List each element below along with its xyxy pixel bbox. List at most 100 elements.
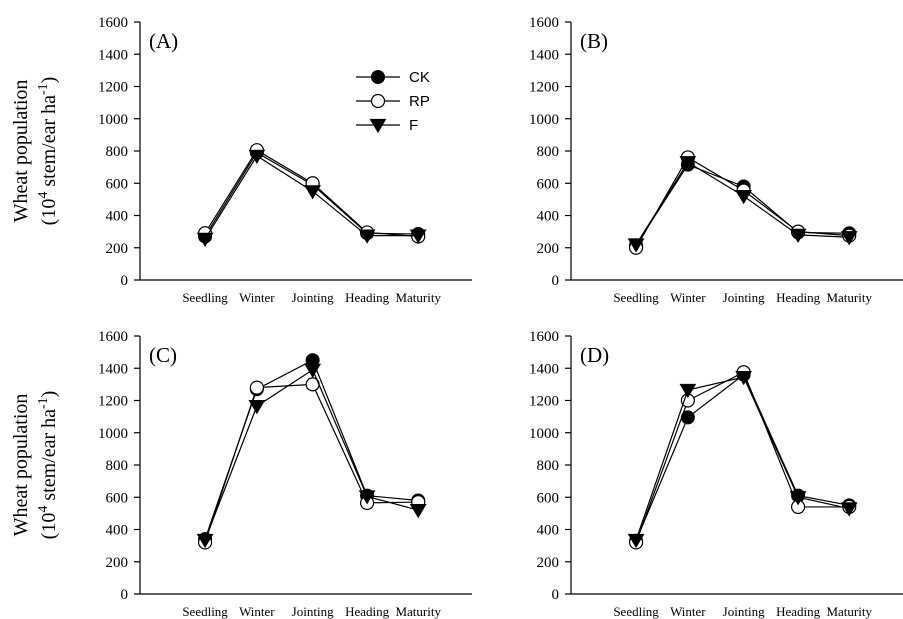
y-tick-label: 1600 (98, 15, 128, 31)
y-tick-label: 1600 (98, 329, 128, 345)
y-axis-title: Wheat population (104 stem/ear ha-1) (10, 391, 60, 540)
data-point (627, 238, 645, 253)
y-tick-label: 400 (106, 523, 129, 539)
x-tick-label: Seedling (182, 604, 228, 619)
data-point (304, 363, 322, 378)
series-ck (629, 367, 857, 548)
y-tick-label: 600 (537, 176, 560, 192)
series-line (204, 383, 419, 543)
x-tick-label: Maturity (826, 290, 872, 305)
x-tick-label: Winter (239, 290, 275, 305)
y-axis-title: Wheat population (104 stem/ear ha-1) (10, 77, 60, 226)
legend-entry-f: F (356, 117, 418, 134)
series-f (627, 370, 858, 549)
data-point (196, 533, 214, 549)
data-point (679, 156, 697, 171)
data-point (679, 383, 697, 399)
panel-label: (B) (580, 29, 608, 53)
y-title-superscript: 4 (36, 192, 51, 199)
y-tick-label: 1200 (529, 394, 559, 410)
y-tick-label: 1200 (98, 80, 128, 96)
x-tick-label: Heading (345, 604, 390, 619)
y-axis-titles: Wheat population (104 stem/ear ha-1)Wheat… (10, 77, 60, 540)
y-axis-title-line1: Wheat population (10, 80, 32, 223)
y-axis-title-line1: Wheat population (10, 394, 32, 537)
y-tick-label: 800 (537, 458, 560, 474)
y-title-text: (10 (38, 199, 60, 226)
y-tick-label: 1400 (529, 361, 559, 377)
data-point (304, 185, 322, 200)
series-line (204, 368, 419, 541)
series-line (635, 371, 850, 543)
data-point (735, 190, 753, 205)
legend-label: RP (409, 93, 430, 110)
series-rp (628, 365, 857, 550)
y-tick-label: 1400 (98, 47, 128, 63)
y-tick-label: 800 (537, 144, 560, 160)
y-tick-label: 1000 (529, 426, 559, 442)
y-tick-label: 1200 (98, 394, 128, 410)
legend-entry-ck: CK (356, 69, 430, 86)
series-f (627, 156, 858, 253)
y-title-text: ) (38, 391, 60, 398)
y-tick-label: 0 (121, 587, 129, 603)
y-tick-label: 1000 (98, 426, 128, 442)
y-tick-label: 200 (106, 555, 129, 571)
y-tick-label: 1400 (529, 47, 559, 63)
y-title-text: (10 (38, 513, 60, 540)
y-tick-label: 600 (106, 490, 129, 506)
x-tick-label: Seedling (182, 290, 228, 305)
series-line (635, 156, 850, 249)
legend-marker (371, 70, 385, 84)
y-axis-title-line2: (104 stem/ear ha-1) (36, 391, 60, 540)
y-tick-label: 200 (537, 555, 560, 571)
data-point (409, 229, 427, 244)
legend-entry-rp: RP (356, 93, 430, 110)
data-point (789, 228, 807, 243)
y-tick-label: 0 (121, 273, 129, 289)
y-tick-label: 1000 (529, 112, 559, 128)
x-tick-label: Winter (239, 604, 275, 619)
legend-label: CK (409, 69, 430, 86)
series-f (196, 363, 427, 549)
x-tick-label: Jointing (292, 604, 334, 619)
y-tick-label: 600 (537, 490, 560, 506)
y-title-superscript: -1 (36, 397, 51, 409)
legend-label: F (409, 117, 418, 134)
y-tick-label: 400 (106, 209, 129, 225)
series-f (196, 149, 427, 247)
data-point (358, 490, 376, 505)
data-point (627, 533, 645, 549)
data-point (196, 232, 214, 247)
x-tick-label: Maturity (395, 604, 441, 619)
data-point (840, 231, 858, 246)
x-tick-label: Winter (670, 290, 706, 305)
y-tick-label: 400 (537, 523, 560, 539)
data-point (409, 504, 427, 519)
chart-panels: 0 200 400 600 800 1000 1200 1400 1600 Seedling Win… (98, 15, 903, 619)
legend: CK RP F (356, 69, 430, 134)
series-line (635, 376, 850, 541)
series-line (635, 373, 850, 542)
data-point (840, 502, 858, 517)
x-tick-label: Heading (345, 290, 390, 305)
x-tick-label: Maturity (395, 290, 441, 305)
data-point (358, 229, 376, 244)
x-tick-label: Winter (670, 604, 706, 619)
y-tick-label: 1600 (529, 15, 559, 31)
x-tick-label: Heading (776, 604, 821, 619)
y-tick-label: 0 (552, 273, 560, 289)
x-tick-label: Seedling (613, 290, 659, 305)
y-tick-label: 1000 (98, 112, 128, 128)
y-title-text: stem/ear ha (38, 409, 60, 506)
series-ck (629, 157, 857, 253)
panel-label: (A) (149, 29, 178, 53)
data-point (735, 370, 753, 386)
y-tick-label: 400 (537, 209, 560, 225)
x-tick-label: Seedling (613, 604, 659, 619)
panel-d: 0 200 400 600 800 1000 1200 1400 1600 Seedling Win… (529, 329, 903, 619)
x-tick-label: Heading (776, 290, 821, 305)
y-tick-label: 600 (106, 176, 129, 192)
data-point (248, 400, 266, 415)
